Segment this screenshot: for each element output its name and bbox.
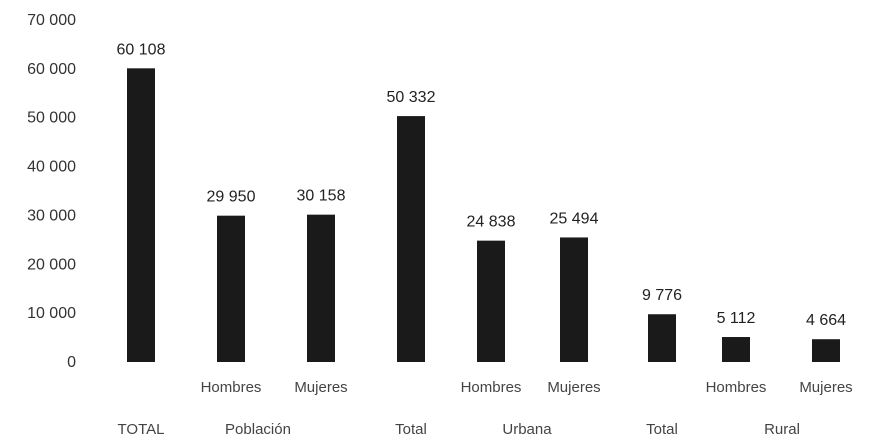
data-label: 4 664 [806, 312, 846, 329]
data-label: 30 158 [297, 188, 346, 205]
category-label: Mujeres [547, 379, 600, 396]
data-label: 24 838 [467, 214, 516, 231]
y-tick-label: 10 000 [27, 305, 76, 322]
category-label: Hombres [706, 379, 767, 396]
data-label: 29 950 [207, 189, 256, 206]
group-label: Rural [764, 421, 800, 438]
category-labels: Hombres Mujeres Hombres Mujeres Hombres Mujer… [201, 379, 853, 396]
bar [217, 215, 245, 362]
group-label: TOTAL [118, 421, 165, 438]
group-label: Total [395, 421, 427, 438]
bars [127, 68, 840, 363]
group-label: Urbana [502, 421, 552, 438]
group-labels: TOTAL Población Total Urbana Total Rural [118, 421, 800, 438]
bar [307, 214, 335, 362]
bar [722, 337, 750, 362]
value-labels: 60 108 29 950 30 158 50 332 24 838 25 494 9 77… [117, 41, 847, 329]
y-tick-label: 60 000 [27, 61, 76, 78]
y-axis: 0 10 000 20 000 30 000 40 000 50 000 60 000 70 … [27, 12, 76, 371]
category-label: Mujeres [294, 379, 347, 396]
bar [812, 339, 840, 362]
data-label: 60 108 [117, 41, 166, 58]
y-tick-label: 70 000 [27, 12, 76, 29]
category-label: Hombres [461, 379, 522, 396]
category-label: Hombres [201, 379, 262, 396]
group-label: Total [646, 421, 678, 438]
data-label: 50 332 [387, 89, 436, 106]
y-tick-label: 20 000 [27, 256, 76, 273]
data-label: 5 112 [717, 310, 756, 327]
bar [127, 68, 155, 363]
y-tick-label: 40 000 [27, 159, 76, 176]
y-tick-label: 0 [67, 354, 76, 371]
data-label: 25 494 [550, 210, 599, 227]
y-tick-label: 30 000 [27, 207, 76, 224]
bar [477, 240, 505, 362]
data-label: 9 776 [642, 287, 682, 304]
bar [560, 237, 588, 362]
category-label: Mujeres [799, 379, 852, 396]
y-tick-label: 50 000 [27, 110, 76, 127]
group-label: Población [225, 421, 291, 438]
bar [397, 116, 425, 363]
bar [648, 314, 676, 362]
